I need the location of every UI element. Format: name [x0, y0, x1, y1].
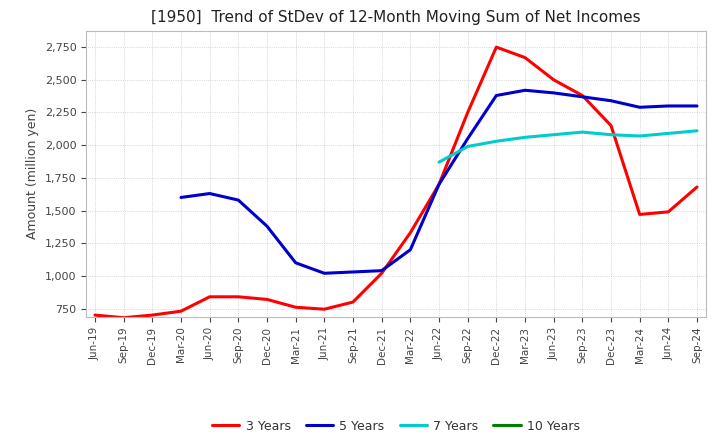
5 Years: [578, 94, 587, 99]
3 Years: [263, 297, 271, 302]
5 Years: [263, 224, 271, 229]
3 Years: [348, 299, 357, 304]
3 Years: [578, 93, 587, 98]
Title: [1950]  Trend of StDev of 12-Month Moving Sum of Net Incomes: [1950] Trend of StDev of 12-Month Moving…: [151, 11, 641, 26]
7 Years: [607, 132, 616, 137]
7 Years: [492, 139, 500, 144]
5 Years: [377, 268, 386, 273]
7 Years: [549, 132, 558, 137]
3 Years: [693, 184, 701, 190]
Line: 3 Years: 3 Years: [95, 47, 697, 318]
3 Years: [435, 182, 444, 187]
7 Years: [578, 129, 587, 135]
3 Years: [464, 110, 472, 115]
5 Years: [348, 269, 357, 275]
3 Years: [377, 271, 386, 276]
3 Years: [406, 230, 415, 235]
3 Years: [607, 123, 616, 128]
7 Years: [464, 144, 472, 149]
3 Years: [91, 312, 99, 318]
5 Years: [406, 247, 415, 253]
3 Years: [635, 212, 644, 217]
3 Years: [148, 312, 157, 318]
5 Years: [492, 93, 500, 98]
Line: 5 Years: 5 Years: [181, 90, 697, 273]
5 Years: [464, 136, 472, 141]
5 Years: [635, 105, 644, 110]
7 Years: [435, 160, 444, 165]
7 Years: [664, 131, 672, 136]
3 Years: [120, 315, 128, 320]
7 Years: [635, 133, 644, 139]
3 Years: [492, 44, 500, 50]
3 Years: [205, 294, 214, 300]
5 Years: [435, 182, 444, 187]
5 Years: [205, 191, 214, 196]
7 Years: [693, 128, 701, 133]
5 Years: [176, 195, 185, 200]
Legend: 3 Years, 5 Years, 7 Years, 10 Years: 3 Years, 5 Years, 7 Years, 10 Years: [207, 414, 585, 437]
5 Years: [292, 260, 300, 265]
5 Years: [234, 198, 243, 203]
3 Years: [549, 77, 558, 82]
3 Years: [176, 308, 185, 314]
Y-axis label: Amount (million yen): Amount (million yen): [27, 108, 40, 239]
5 Years: [549, 90, 558, 95]
5 Years: [320, 271, 328, 276]
3 Years: [521, 55, 529, 60]
3 Years: [664, 209, 672, 214]
7 Years: [521, 135, 529, 140]
5 Years: [693, 103, 701, 109]
3 Years: [292, 304, 300, 310]
3 Years: [234, 294, 243, 300]
Line: 7 Years: 7 Years: [439, 131, 697, 162]
5 Years: [607, 98, 616, 103]
5 Years: [664, 103, 672, 109]
5 Years: [521, 88, 529, 93]
3 Years: [320, 307, 328, 312]
